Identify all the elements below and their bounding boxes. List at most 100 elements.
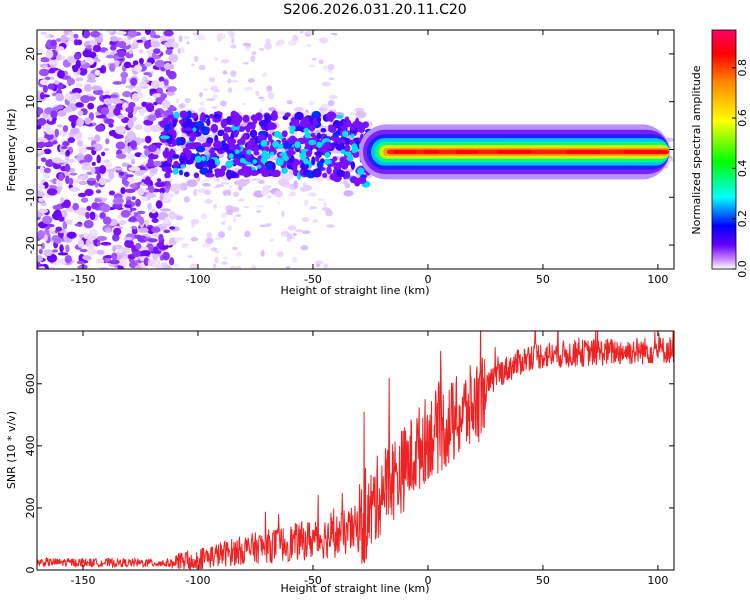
signal-blob [260,168,267,176]
signal-blob [249,138,256,147]
noise-speckle-faint [214,250,220,254]
noise-speckle-faint [287,225,297,231]
noise-speckle-faint [174,44,179,49]
noise-speckle [105,30,114,33]
noise-speckle [127,112,134,119]
snr-frame [36,330,675,571]
noise-speckle [80,95,91,103]
signal-blob [308,124,316,132]
signal-blob [294,111,304,121]
noise-speckle [65,175,70,185]
signal-blob [237,126,246,132]
noise-speckle [168,210,176,220]
noise-speckle [151,232,160,238]
noise-speckle [37,230,45,239]
noise-speckle [50,76,55,80]
noise-speckle-faint [300,245,309,251]
noise-speckle [147,157,154,167]
noise-speckle [59,197,65,203]
noise-speckle [156,178,162,183]
noise-speckle-faint [266,90,273,93]
noise-speckle-faint [327,63,335,70]
signal-blob [201,160,208,165]
noise-speckle [77,176,85,180]
signal-halo [186,179,198,187]
signal-band-peak [393,149,417,154]
noise-speckle-faint [206,232,213,239]
noise-speckle [90,166,96,174]
noise-speckle-faint [210,122,215,125]
noise-speckle [112,81,123,85]
noise-speckle [42,215,53,225]
noise-speckle [118,40,127,49]
noise-speckle [75,83,84,88]
noise-speckle [57,252,69,256]
noise-speckle [105,163,113,168]
snr-series-line [37,331,674,570]
signal-blob [334,114,344,119]
signal-blob [269,124,274,129]
noise-speckle [89,30,101,38]
y-tick-label: 0 [24,146,37,153]
signal-band-peak [623,149,668,154]
signal-blob [222,132,229,142]
noise-speckle [50,110,58,119]
noise-speckle [80,197,89,203]
noise-speckle-faint [292,256,298,263]
noise-speckle [65,219,73,225]
noise-speckle-faint [244,230,251,238]
noise-speckle [127,177,136,183]
signal-blob [316,160,324,169]
colorbar-tick-label: 0.2 [736,210,749,228]
noise-speckle [109,40,117,46]
noise-speckle [111,252,118,260]
noise-speckle [73,52,81,60]
noise-speckle [138,57,144,65]
noise-speckle [117,258,128,267]
x-tick-label: -50 [304,574,322,587]
noise-speckle [100,203,111,213]
noise-speckle-faint [227,225,233,231]
signal-blob-bright [289,128,295,134]
noise-speckle [112,167,124,171]
noise-speckle-faint [318,59,324,65]
noise-speckle [122,162,130,167]
noise-speckle [62,141,70,147]
noise-speckle-faint [210,247,215,251]
noise-speckle [38,266,46,269]
signal-blob [281,167,288,174]
noise-speckle [160,80,165,89]
signal-halo [307,192,317,197]
noise-speckle [167,38,176,43]
noise-speckle [85,211,90,219]
noise-speckle-faint [183,196,191,203]
noise-speckle [115,30,127,36]
noise-speckle [125,174,134,178]
noise-speckle [164,172,171,179]
noise-speckle [76,117,84,127]
noise-speckle [64,163,71,172]
noise-speckle [87,102,95,110]
noise-speckle-faint [323,263,328,269]
signal-blob [161,166,172,172]
noise-speckle [40,31,48,36]
signal-blob [175,137,182,146]
signal-blob [172,167,179,175]
noise-speckle-faint [216,32,226,40]
signal-blob [326,165,332,175]
signal-blob [242,166,252,173]
noise-speckle [84,117,92,125]
noise-speckle [161,99,171,109]
signal-halo [261,189,269,196]
noise-speckle-faint [220,213,227,218]
signal-halo [355,111,367,119]
noise-speckle-faint [250,55,256,62]
noise-speckle [117,50,126,58]
noise-speckle [48,60,59,65]
noise-speckle-faint [227,87,233,93]
noise-speckle [56,53,62,61]
noise-speckle [104,255,113,259]
y-tick-label: 10 [24,95,37,109]
noise-speckle-faint [269,238,275,242]
noise-speckle [167,71,177,80]
